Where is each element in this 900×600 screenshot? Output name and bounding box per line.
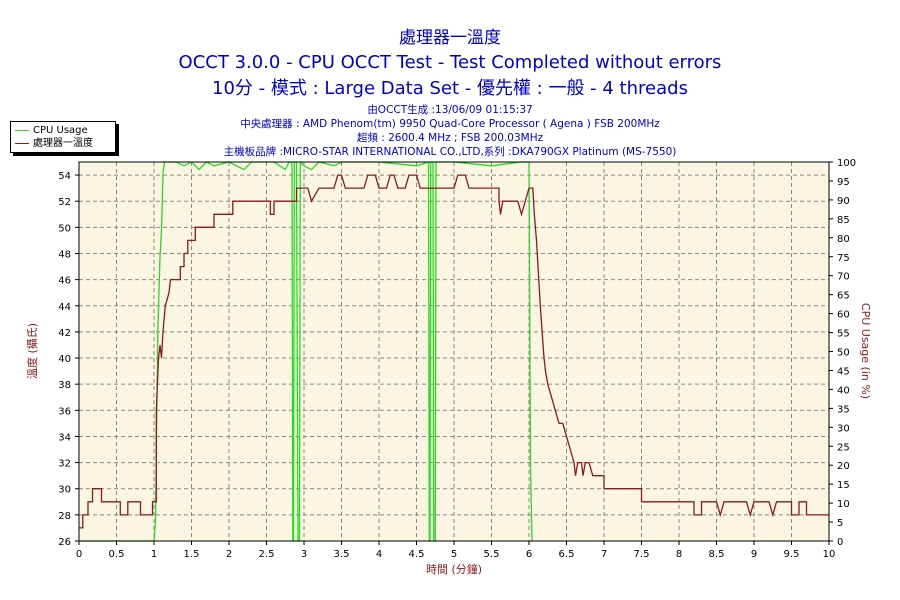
- y-tick-label: 44: [58, 302, 71, 313]
- x-tick-label: 10: [823, 549, 836, 560]
- x-tick-label: 6.5: [559, 549, 575, 560]
- info-generated: 由OCCT生成 :13/06/09 01:15:37: [367, 104, 533, 116]
- legend-swatch-temp: [15, 142, 29, 144]
- x-tick-label: 0.5: [109, 549, 125, 560]
- y2-tick-label: 95: [837, 177, 850, 188]
- y-tick-label: 32: [58, 459, 71, 470]
- series-cpu-temperature: [79, 174, 829, 529]
- y2-axis-label: CPU Usage (in %): [859, 303, 872, 399]
- x-tick-label: 0: [76, 549, 82, 560]
- x-tick-label: 3: [301, 549, 307, 560]
- y-tick-label: 28: [58, 511, 71, 522]
- y2-tick-label: 20: [837, 461, 850, 472]
- x-tick-label: 2: [226, 549, 232, 560]
- y2-axis-ticks: 0 5 10 15 20 25 30 35 40 45 50 55 60 65 70 75 80 85 90 95 10…: [829, 158, 856, 548]
- x-axis-ticks: 0 0.5 1 1.5 2 2.5 3 3.5 4 4.5 5 5.5 6 6.5 7 7.5 8 8.5 9 9.5…: [76, 541, 836, 560]
- legend: CPU Usage 處理器一溫度: [10, 121, 116, 153]
- x-tick-label: 5: [451, 549, 457, 560]
- y-tick-label: 36: [58, 406, 71, 417]
- y-tick-label: 52: [58, 197, 71, 208]
- y2-tick-label: 15: [837, 480, 850, 491]
- y2-tick-label: 0: [837, 537, 843, 548]
- chart-subtitle: OCCT 3.0.0 - CPU OCCT Test - Test Comple…: [178, 52, 722, 73]
- x-tick-label: 4: [376, 549, 382, 560]
- legend-label-temp: 處理器一溫度: [33, 138, 93, 149]
- info-motherboard: 主機板品牌 :MICRO-STAR INTERNATIONAL CO.,LTD,…: [223, 146, 677, 158]
- info-clock: 超頻 : 2600.4 MHz ; FSB 200.03MHz: [356, 132, 544, 144]
- plot-border: [78, 161, 830, 542]
- y2-tick-label: 85: [837, 215, 850, 226]
- x-tick-label: 9.5: [784, 549, 800, 560]
- y2-tick-label: 25: [837, 442, 850, 453]
- chart-title-block: 處理器一溫度 OCCT 3.0.0 - CPU OCCT Test - Test…: [0, 26, 900, 102]
- y2-tick-label: 40: [837, 385, 850, 396]
- y-tick-label: 46: [58, 276, 71, 287]
- y-tick-label: 48: [58, 249, 71, 260]
- y2-tick-label: 100: [837, 158, 856, 169]
- x-tick-label: 3.5: [334, 549, 350, 560]
- y2-tick-label: 70: [837, 272, 850, 283]
- y-tick-label: 38: [58, 380, 71, 391]
- y-tick-label: 50: [58, 223, 71, 234]
- y2-tick-label: 80: [837, 234, 850, 245]
- x-tick-label: 9: [751, 549, 757, 560]
- x-tick-label: 7.5: [634, 549, 650, 560]
- chart-subtitle-2: 10分 - 模式 : Large Data Set - 優先權 : 一般 - 4…: [212, 78, 688, 99]
- y2-tick-label: 35: [837, 404, 850, 415]
- x-tick-label: 8: [676, 549, 682, 560]
- y-tick-label: 54: [58, 171, 71, 182]
- system-info: 由OCCT生成 :13/06/09 01:15:37 中央處理器 : AMD P…: [0, 103, 900, 159]
- y2-tick-label: 50: [837, 348, 850, 359]
- x-tick-label: 1.5: [184, 549, 200, 560]
- legend-item-cpu: CPU Usage: [15, 124, 88, 137]
- y-tick-label: 42: [58, 328, 71, 339]
- legend-label-cpu: CPU Usage: [33, 125, 88, 136]
- x-tick-label: 7: [601, 549, 607, 560]
- y2-tick-label: 90: [837, 196, 850, 207]
- x-tick-label: 4.5: [409, 549, 425, 560]
- grid-lines: [79, 162, 829, 541]
- y-tick-label: 40: [58, 354, 71, 365]
- y2-tick-label: 65: [837, 291, 850, 302]
- x-tick-label: 6: [526, 549, 532, 560]
- y-axis-label: 溫度 (攝氏): [25, 323, 39, 379]
- x-tick-label: 1: [151, 549, 157, 560]
- y2-tick-label: 60: [837, 310, 850, 321]
- y2-tick-label: 45: [837, 366, 850, 377]
- x-axis-label: 時間 (分鐘): [426, 562, 482, 576]
- y-axis-ticks: 26 28 30 32 34 36 38 40 42 44 46 48 50 52 54: [58, 171, 79, 548]
- y2-tick-label: 10: [837, 499, 850, 510]
- x-tick-label: 2.5: [259, 549, 275, 560]
- info-cpu: 中央處理器 : AMD Phenom(tm) 9950 Quad-Core Pr…: [240, 118, 660, 130]
- y-tick-label: 26: [58, 537, 71, 548]
- y2-tick-label: 30: [837, 423, 850, 434]
- y2-tick-label: 75: [837, 253, 850, 264]
- y-tick-label: 34: [58, 432, 71, 443]
- x-tick-label: 8.5: [709, 549, 725, 560]
- y2-tick-label: 5: [837, 518, 843, 529]
- y-tick-label: 30: [58, 485, 71, 496]
- legend-swatch-cpu: [15, 129, 29, 131]
- y2-tick-label: 55: [837, 329, 850, 340]
- legend-item-temp: 處理器一溫度: [15, 137, 93, 150]
- x-tick-label: 5.5: [484, 549, 500, 560]
- chart-title: 處理器一溫度: [399, 28, 501, 48]
